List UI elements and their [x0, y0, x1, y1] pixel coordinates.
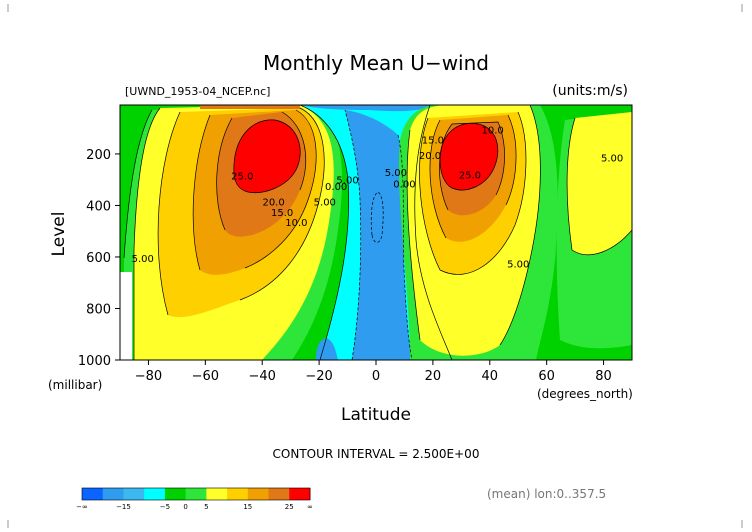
contour-equator-neg-inner — [370, 191, 384, 243]
page-corner-marks — [4, 4, 742, 528]
colorbar-swatch — [206, 488, 228, 500]
fill-south-jet-core — [233, 119, 301, 193]
colorbar-swatch — [227, 488, 249, 500]
contour-label-layer: 25.020.015.010.05.005.000.005.005.000.00… — [132, 125, 624, 270]
colorbar-swatch — [268, 488, 290, 500]
colorbar-label: 15 — [243, 503, 252, 511]
colorbar-label: −15 — [116, 503, 131, 511]
contour-label: 0.00 — [325, 182, 347, 193]
x-tick-label: 20 — [425, 369, 442, 384]
contour-label: 25.0 — [231, 172, 253, 183]
x-tick-label: −60 — [192, 369, 219, 384]
fill-equator-blue — [345, 110, 412, 360]
contour-south-5 — [123, 109, 153, 259]
contour-label: 20.0 — [262, 197, 284, 208]
contour-south-ring-1 — [157, 107, 325, 316]
colorbar-label: ∞ — [307, 503, 313, 511]
colorbar-swatch — [185, 488, 207, 500]
x-axis-label: Latitude — [341, 405, 411, 425]
colorbar-label: −∞ — [76, 503, 88, 511]
contour-label: 10.0 — [481, 125, 503, 136]
x-tick-label: −20 — [305, 369, 332, 384]
x-tick-label: −80 — [135, 369, 162, 384]
y-axis-label: Level — [49, 212, 69, 257]
units-label: (units:m/s) — [552, 83, 628, 99]
contour-label: 20.0 — [419, 151, 441, 162]
contour-polar-north — [566, 117, 632, 255]
chart-title: Monthly Mean U−wind — [263, 51, 489, 75]
contour-interval-text: CONTOUR INTERVAL = 2.500E+00 — [273, 447, 480, 461]
contour-south-10 — [133, 107, 161, 360]
colorbar-label: 0 — [183, 503, 187, 511]
colorbar-label: −5 — [160, 503, 170, 511]
contour-north-ring-3 — [439, 121, 505, 211]
x-tick-label: −40 — [249, 369, 276, 384]
y-axis: 200 400 600 800 1000 — [78, 148, 120, 369]
colorbar-swatch — [102, 488, 124, 500]
colorbar-swatch — [123, 488, 145, 500]
footer-note: (mean) lon:0..357.5 — [487, 487, 606, 501]
contour-south-ring-3 — [216, 111, 307, 231]
contour-north-outer — [406, 105, 541, 346]
colorbar-label: 25 — [285, 503, 294, 511]
x-tick-label: 80 — [595, 369, 612, 384]
contour-label: 5.00 — [314, 197, 336, 208]
contour-label: 15.0 — [422, 136, 444, 147]
contour-fill — [124, 105, 632, 360]
y-tick-label: 800 — [86, 302, 111, 317]
y-tick-label: 400 — [86, 199, 111, 214]
colorbar-frame — [81, 487, 311, 501]
colorbar: −∞ −15 −5 0 5 15 25 ∞ — [76, 487, 313, 511]
contour-north-core — [439, 122, 499, 191]
contour-zero-south — [299, 105, 350, 360]
contour-label: 5.00 — [507, 259, 529, 270]
contour-label: 10.0 — [285, 218, 307, 229]
contour-label: 5.00 — [132, 254, 154, 265]
contour-zero-north — [414, 105, 453, 360]
dataset-label: [UWND_1953-04_NCEP.nc] — [125, 85, 270, 98]
contour-label: 15.0 — [271, 208, 293, 219]
x-tick-label: 40 — [482, 369, 499, 384]
fill-north-jet-core — [440, 123, 498, 190]
fill-north-polar-yellow — [567, 112, 632, 255]
contour-north-ring-2 — [429, 114, 517, 239]
contour-equator-neg — [344, 109, 413, 360]
contour-label: 5.00 — [385, 168, 407, 179]
colorbar-swatch — [289, 488, 311, 500]
contour-label: 5.00 — [601, 154, 623, 165]
y-tick-label: 1000 — [78, 354, 111, 369]
colorbar-swatch — [144, 488, 166, 500]
contour-label: 25.0 — [459, 170, 481, 181]
x-units-label: (degrees_north) — [537, 387, 633, 401]
colorbar-swatch — [247, 488, 270, 500]
colorbar-label: 5 — [204, 503, 208, 511]
contour-lines — [123, 105, 632, 360]
contour-south-ring-2 — [192, 109, 317, 271]
fill-stratosphere-band — [200, 105, 300, 109]
contour-label: 5.00 — [336, 176, 358, 187]
contour-label: 0.00 — [393, 179, 415, 190]
plot-area — [119, 104, 633, 361]
contour-north-ring-1 — [419, 111, 527, 275]
y-units-label: (millibar) — [48, 378, 102, 392]
x-tick-label: 60 — [538, 369, 555, 384]
contour-south-core — [233, 119, 301, 194]
y-tick-label: 200 — [86, 148, 111, 163]
x-axis: −80 −60 −40 −20 0 20 40 60 80 — [135, 360, 612, 384]
missing-data-region — [120, 272, 132, 360]
x-tick-label: 0 — [372, 369, 380, 384]
colorbar-swatch — [164, 488, 187, 500]
fill-top-blue — [300, 105, 436, 112]
colorbar-swatch — [82, 488, 104, 500]
y-tick-label: 600 — [86, 251, 111, 266]
